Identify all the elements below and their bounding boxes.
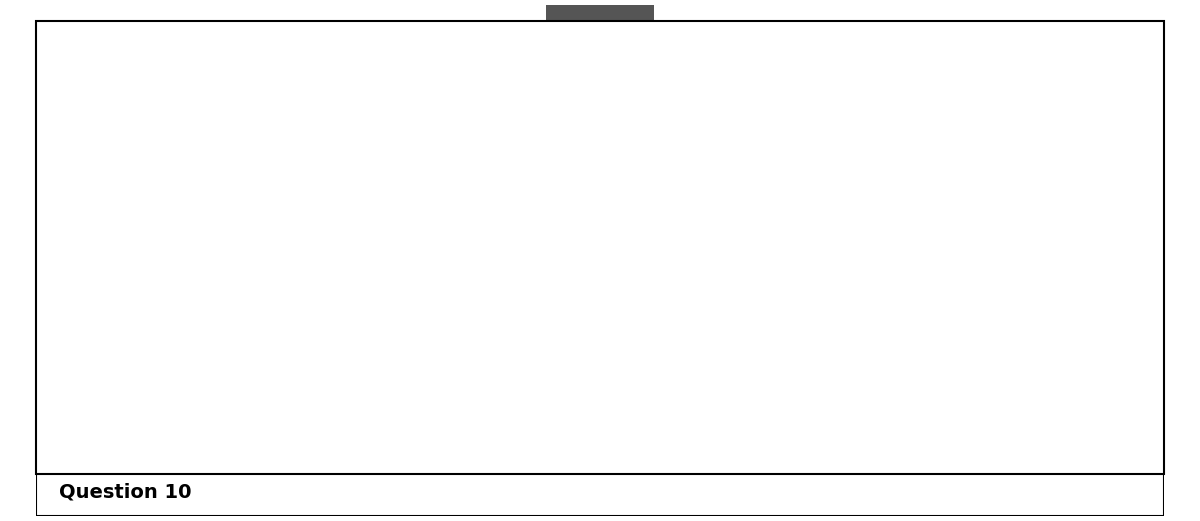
Text: a: a xyxy=(110,226,122,243)
Text: COS2601/10.: COS2601/10. xyxy=(1018,431,1127,449)
Text: 2: 2 xyxy=(116,205,126,218)
FancyBboxPatch shape xyxy=(546,5,654,65)
FancyBboxPatch shape xyxy=(36,21,1164,94)
Text: a: a xyxy=(138,226,157,243)
Text: , n > 0 }.: , n > 0 }. xyxy=(161,226,245,243)
Text: 🔊: 🔊 xyxy=(1110,432,1118,448)
Text: Question 9: Question 9 xyxy=(59,48,178,67)
Text: n: n xyxy=(131,205,139,218)
Text: 5: 5 xyxy=(593,324,607,343)
Text: L = {: L = { xyxy=(70,226,124,243)
Text: n: n xyxy=(152,205,161,218)
Text: to prove that the following language is non-regular:: to prove that the following language is … xyxy=(292,150,763,167)
Text: 5/6: 5/6 xyxy=(584,26,616,44)
Text: with length: with length xyxy=(217,150,334,167)
Text: b: b xyxy=(124,226,137,243)
FancyBboxPatch shape xyxy=(36,469,1164,516)
Text: Question 10: Question 10 xyxy=(59,483,191,502)
Text: Use the Pumping Lemma: Use the Pumping Lemma xyxy=(70,150,301,167)
